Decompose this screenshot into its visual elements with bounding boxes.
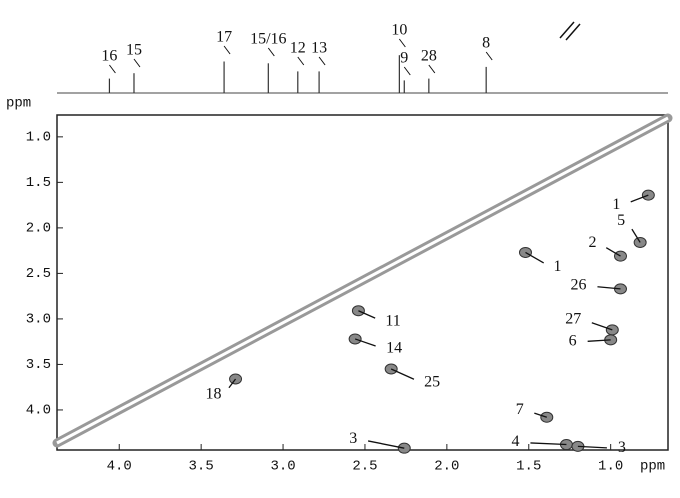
- y-tick-label: 2.5: [26, 266, 51, 282]
- peak-label: 4: [511, 433, 519, 450]
- peak-leader: [591, 322, 613, 331]
- projection-leader: [398, 38, 406, 48]
- peak-leader: [630, 194, 649, 203]
- projection-label: 13: [311, 40, 327, 57]
- projection-leader: [133, 58, 141, 68]
- y-tick-label: 2.0: [26, 221, 51, 237]
- diagonal-core: [56, 116, 669, 445]
- y-tick-label: 1.5: [26, 175, 51, 191]
- y-tick-label: 4.0: [26, 403, 51, 419]
- x-tick-label: 2.5: [352, 459, 377, 475]
- projection-label: 10: [391, 22, 407, 39]
- x-tick-label: 3.5: [189, 459, 214, 475]
- cross-peak: [518, 246, 532, 258]
- peak-leader: [587, 339, 611, 342]
- peak-label: 3: [618, 439, 626, 456]
- peak-label: 25: [424, 374, 440, 391]
- y-tick-label: 3.5: [26, 357, 51, 373]
- projection-leader: [318, 56, 326, 66]
- x-axis-label: ppm: [640, 459, 665, 475]
- projection-label: 16: [101, 48, 117, 65]
- x-tick-label: 1.5: [516, 459, 541, 475]
- y-axis-label: ppm: [6, 96, 31, 112]
- peak-label: 3: [349, 430, 357, 447]
- peak-leader: [530, 442, 567, 446]
- peak-label: 14: [386, 340, 402, 357]
- projection-label: 17: [216, 29, 232, 46]
- peak-label: 2: [588, 234, 596, 251]
- peak-label: 6: [569, 333, 577, 350]
- peak-leader: [534, 412, 547, 418]
- peak-leader: [605, 247, 621, 257]
- projection-leader: [403, 66, 411, 76]
- peak-leader: [358, 310, 376, 319]
- peak-leader: [367, 440, 405, 449]
- projection-label: 28: [421, 48, 437, 65]
- projection-label: 15/16: [250, 31, 286, 48]
- y-tick-label: 3.0: [26, 312, 51, 328]
- peak-leader: [631, 228, 641, 243]
- peak-label: 7: [516, 401, 524, 418]
- y-tick-label: 1.0: [26, 130, 51, 146]
- projection-leader: [485, 51, 493, 61]
- projection-label: 15: [126, 42, 142, 59]
- peak-label: 1: [553, 258, 561, 275]
- x-tick-label: 2.0: [434, 459, 459, 475]
- peak-leader: [577, 445, 607, 449]
- peak-leader: [390, 368, 415, 380]
- peak-label: 26: [570, 277, 586, 294]
- peak-label: 18: [206, 386, 222, 403]
- projection-label: 9: [400, 50, 408, 67]
- projection-leader: [428, 64, 436, 74]
- peak-label: 1: [612, 196, 620, 213]
- projection-label: 12: [290, 40, 306, 57]
- x-tick-label: 1.0: [598, 459, 623, 475]
- peak-leader: [354, 338, 376, 347]
- x-tick-label: 4.0: [107, 459, 132, 475]
- peak-label: 27: [565, 311, 581, 328]
- projection-leader: [267, 47, 275, 57]
- projection-label: 8: [482, 35, 490, 52]
- peak-leader: [525, 251, 545, 264]
- projection-leader: [109, 64, 116, 74]
- peak-label: 11: [385, 312, 400, 329]
- peak-leader: [597, 286, 621, 290]
- projection-leader: [223, 45, 231, 55]
- peak-leader: [228, 378, 237, 389]
- peak-label: 5: [617, 212, 625, 229]
- x-tick-label: 3.0: [270, 459, 295, 475]
- axis-break: [559, 21, 581, 41]
- projection-leader: [297, 56, 305, 66]
